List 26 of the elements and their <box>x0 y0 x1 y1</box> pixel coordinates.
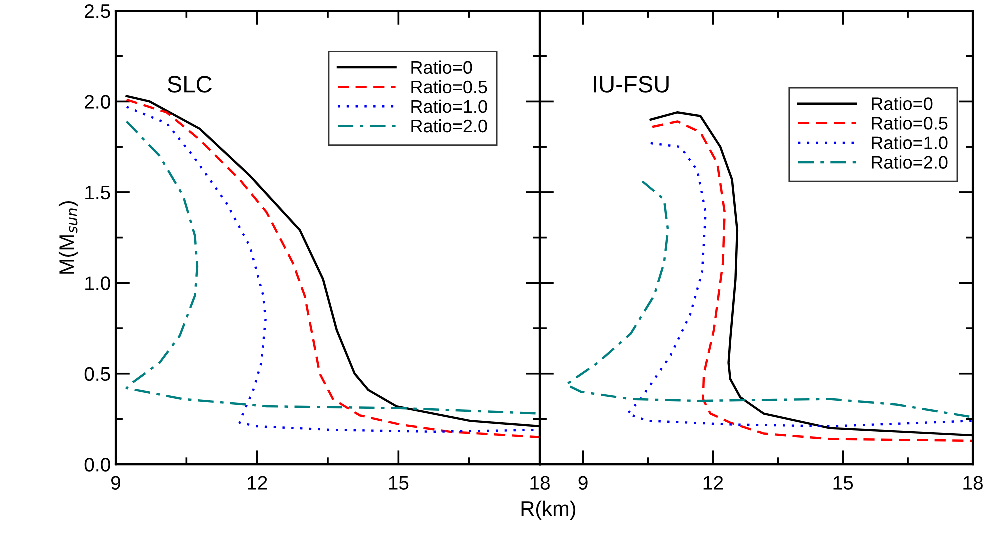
x-tick-label: 9 <box>112 476 120 490</box>
x-tick-label: 9 <box>578 476 588 490</box>
y-tick-label: 2.0 <box>85 95 110 109</box>
x-tick-label: 15 <box>389 476 409 490</box>
x-tick-label: 15 <box>834 476 854 490</box>
text: IU-FSU <box>594 76 669 93</box>
y-axis-title: M(M$_{sun}$) <box>58 201 78 274</box>
x-tick-label: 12 <box>704 476 724 490</box>
y-tick-label: 1.5 <box>86 186 110 200</box>
y-tick-label: 2.5 <box>85 4 110 18</box>
legend-label: Ratio=2.0 <box>872 156 948 169</box>
legend-label: Ratio=2.0 <box>412 119 488 133</box>
legend-label: Ratio=1.0 <box>412 100 488 114</box>
x-tick-label: 18 <box>530 476 550 490</box>
x-axis-title: R(km) <box>522 500 576 520</box>
y-tick-label: 1.0 <box>86 276 110 290</box>
legend-label: Ratio=0 <box>412 60 472 74</box>
legend-label: Ratio=1.0 <box>872 136 948 150</box>
legend-label: Ratio=0.5 <box>872 116 948 130</box>
x-tick-label: 18 <box>964 476 983 490</box>
x-tick-label: 12 <box>248 476 268 490</box>
text: SLC <box>168 76 212 93</box>
y-tick-label: 0.5 <box>84 367 110 382</box>
y-tick-label: 0.0 <box>84 458 110 472</box>
legend-label: Ratio=0.5 <box>412 80 488 94</box>
legend-label: Ratio=0 <box>872 97 933 110</box>
